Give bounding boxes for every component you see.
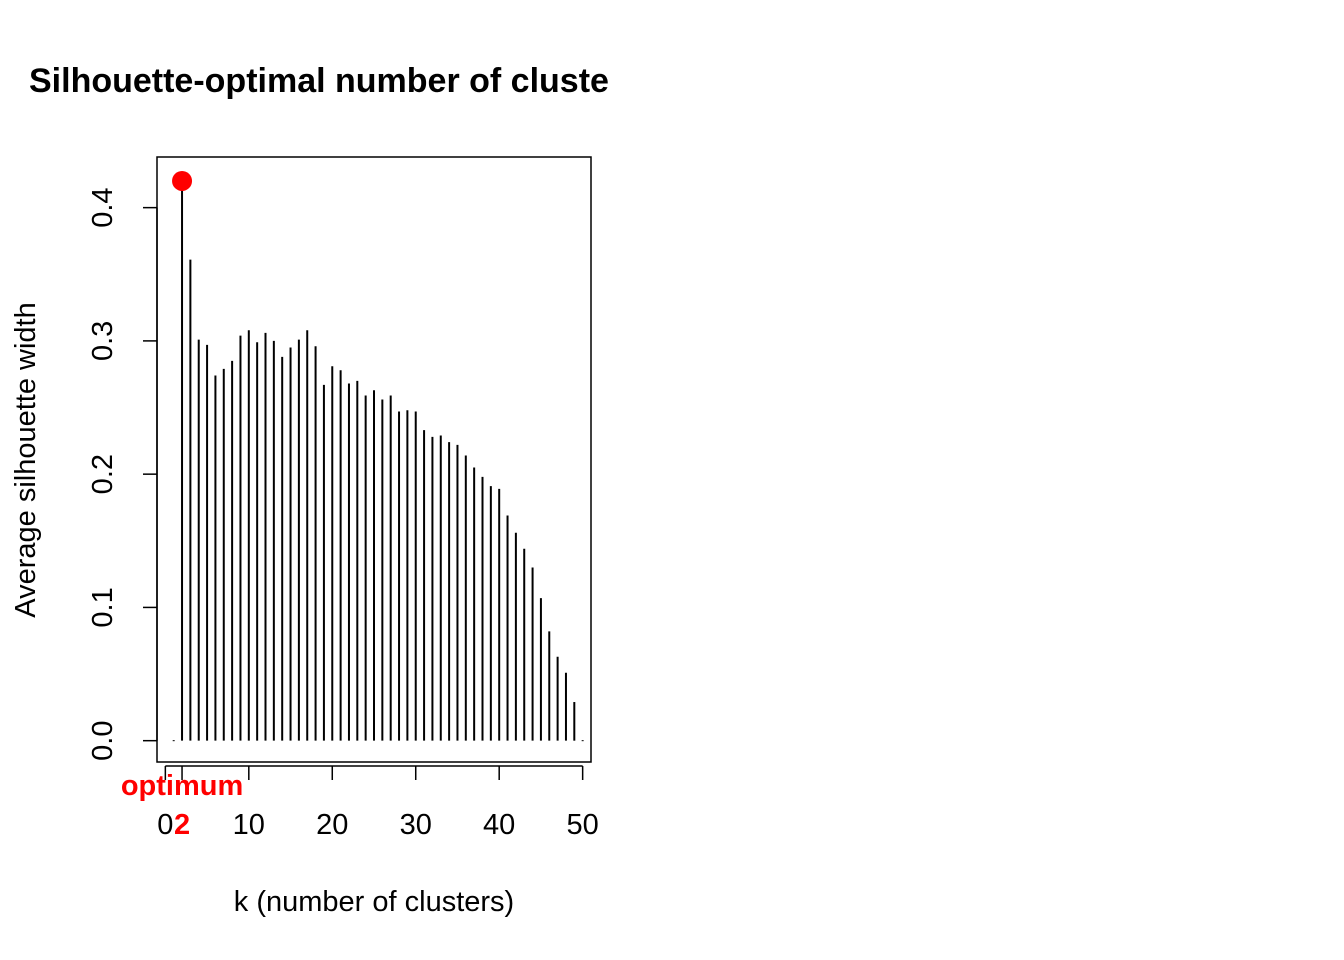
optimum-point <box>172 170 193 191</box>
y-tick-label: 0.1 <box>87 587 119 627</box>
x-tick-label: 30 <box>400 809 432 841</box>
optimum-label: optimum <box>121 770 243 802</box>
x-axis: 0 10 20 30 40 50 <box>157 765 599 841</box>
x-tick-label: 10 <box>233 809 265 841</box>
y-tick-label: 0.3 <box>87 321 119 361</box>
optimum-k-label: 2 <box>174 809 190 841</box>
x-axis-label: k (number of clusters) <box>234 886 514 918</box>
x-tick-label: 40 <box>483 809 515 841</box>
y-tick-label: 0.2 <box>87 454 119 494</box>
y-tick-label: 0.0 <box>87 721 119 761</box>
x-tick-label: 20 <box>316 809 348 841</box>
y-axis-label: Average silhouette width <box>10 302 42 617</box>
x-tick-label: 50 <box>567 809 599 841</box>
chart-title: Silhouette-optimal number of cluste <box>29 62 609 100</box>
y-tick-label: 0.4 <box>87 187 119 227</box>
x-tick-label: 0 <box>157 809 173 841</box>
y-axis: 0.0 0.1 0.2 0.3 0.4 <box>87 187 158 761</box>
bars-group <box>172 180 584 742</box>
